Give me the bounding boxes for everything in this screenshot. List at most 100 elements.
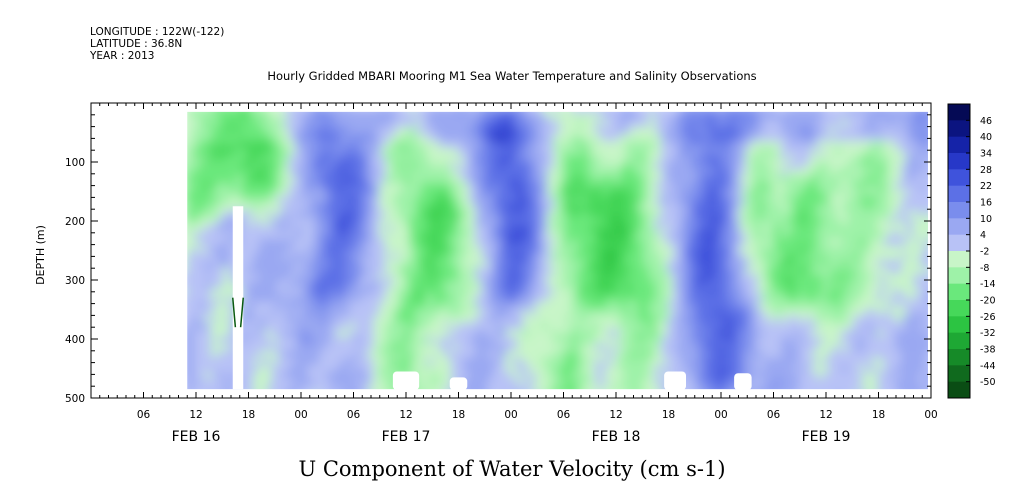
heatmap-cell (517, 217, 524, 226)
heatmap-cell (667, 112, 674, 121)
heatmap-cell (721, 245, 728, 254)
heatmap-cell (265, 357, 272, 366)
heatmap-cell (643, 140, 650, 149)
heatmap-cell (811, 175, 818, 184)
heatmap-cell (601, 371, 608, 380)
heatmap-cell (877, 259, 884, 268)
heatmap-cell (541, 301, 548, 310)
heatmap-cell (301, 378, 308, 387)
heatmap-cell (355, 147, 362, 156)
heatmap-cell (217, 238, 224, 247)
heatmap-cell (865, 133, 872, 142)
heatmap-cell (811, 196, 818, 205)
heatmap-cell (643, 280, 650, 289)
heatmap-cell (607, 168, 614, 177)
heatmap-cell (427, 168, 434, 177)
heatmap-cell (217, 168, 224, 177)
heatmap-cell (277, 301, 284, 310)
heatmap-cell (751, 182, 758, 191)
heatmap-cell (787, 119, 794, 128)
heatmap-cell (547, 308, 554, 317)
heatmap-cell (739, 126, 746, 135)
heatmap-cell (565, 196, 572, 205)
heatmap-cell (589, 111, 596, 114)
heatmap-cell (457, 252, 464, 261)
heatmap-cell (697, 112, 704, 121)
heatmap-cell (487, 259, 494, 268)
heatmap-cell (445, 196, 452, 205)
heatmap-cell (535, 350, 542, 359)
heatmap-cell (559, 280, 566, 289)
heatmap-cell (685, 294, 692, 303)
heatmap-cell (577, 126, 584, 135)
heatmap-cell (193, 175, 200, 184)
heatmap-cell (289, 126, 296, 135)
heatmap-cell (577, 231, 584, 240)
heatmap-cell (343, 231, 350, 240)
heatmap-cell (673, 147, 680, 156)
heatmap-cell (295, 210, 302, 219)
heatmap-cell (451, 140, 458, 149)
heatmap-cell (763, 252, 770, 261)
heatmap-cell (223, 322, 230, 331)
heatmap-cell (691, 238, 698, 247)
heatmap-cell (229, 393, 236, 401)
heatmap-cell (439, 280, 446, 289)
heatmap-cell (805, 126, 812, 135)
heatmap-cell (403, 111, 410, 114)
heatmap-cell (499, 280, 506, 289)
heatmap-cell (823, 252, 830, 261)
heatmap-cell (667, 126, 674, 135)
heatmap-cell (577, 280, 584, 289)
heatmap-cell (379, 224, 386, 233)
heatmap-cell (529, 182, 536, 191)
heatmap-cell (187, 189, 194, 198)
heatmap-cell (265, 385, 272, 390)
heatmap-cell (637, 111, 644, 114)
heatmap-cell (289, 210, 296, 219)
heatmap-cell (625, 378, 632, 387)
heatmap-cell (337, 245, 344, 254)
heatmap-cell (871, 259, 878, 268)
heatmap-cell (787, 168, 794, 177)
heatmap-cell (463, 393, 470, 401)
heatmap-cell (451, 203, 458, 212)
heatmap-cell (277, 308, 284, 317)
heatmap-cell (193, 378, 200, 387)
heatmap-cell (427, 161, 434, 170)
heatmap-cell (667, 273, 674, 282)
heatmap-cell (301, 154, 308, 163)
heatmap-cell (391, 350, 398, 359)
heatmap-cell (691, 371, 698, 380)
heatmap-cell (295, 175, 302, 184)
heatmap-cell (295, 112, 302, 121)
heatmap-cell (673, 111, 680, 114)
heatmap-cell (571, 385, 578, 390)
heatmap-cell (523, 189, 530, 198)
heatmap-cell (343, 343, 350, 352)
heatmap-cell (211, 154, 218, 163)
heatmap-cell (847, 315, 854, 324)
heatmap-cell (487, 336, 494, 345)
heatmap-cell (649, 343, 656, 352)
heatmap-cell (349, 357, 356, 366)
heatmap-cell (379, 378, 386, 387)
heatmap-cell (313, 119, 320, 128)
heatmap-cell (409, 343, 416, 352)
heatmap-cell (649, 119, 656, 128)
heatmap-cell (805, 308, 812, 317)
heatmap-cell (679, 357, 686, 366)
heatmap-cell (295, 126, 302, 135)
heatmap-cell (835, 126, 842, 135)
heatmap-cell (805, 315, 812, 324)
heatmap-cell (505, 196, 512, 205)
heatmap-cell (655, 182, 662, 191)
heatmap-cell (763, 287, 770, 296)
heatmap-cell (475, 378, 482, 387)
heatmap-cell (637, 168, 644, 177)
heatmap-cell (343, 245, 350, 254)
heatmap-cell (721, 133, 728, 142)
heatmap-cell (541, 308, 548, 317)
heatmap-cell (409, 224, 416, 233)
heatmap-cell (757, 266, 764, 275)
